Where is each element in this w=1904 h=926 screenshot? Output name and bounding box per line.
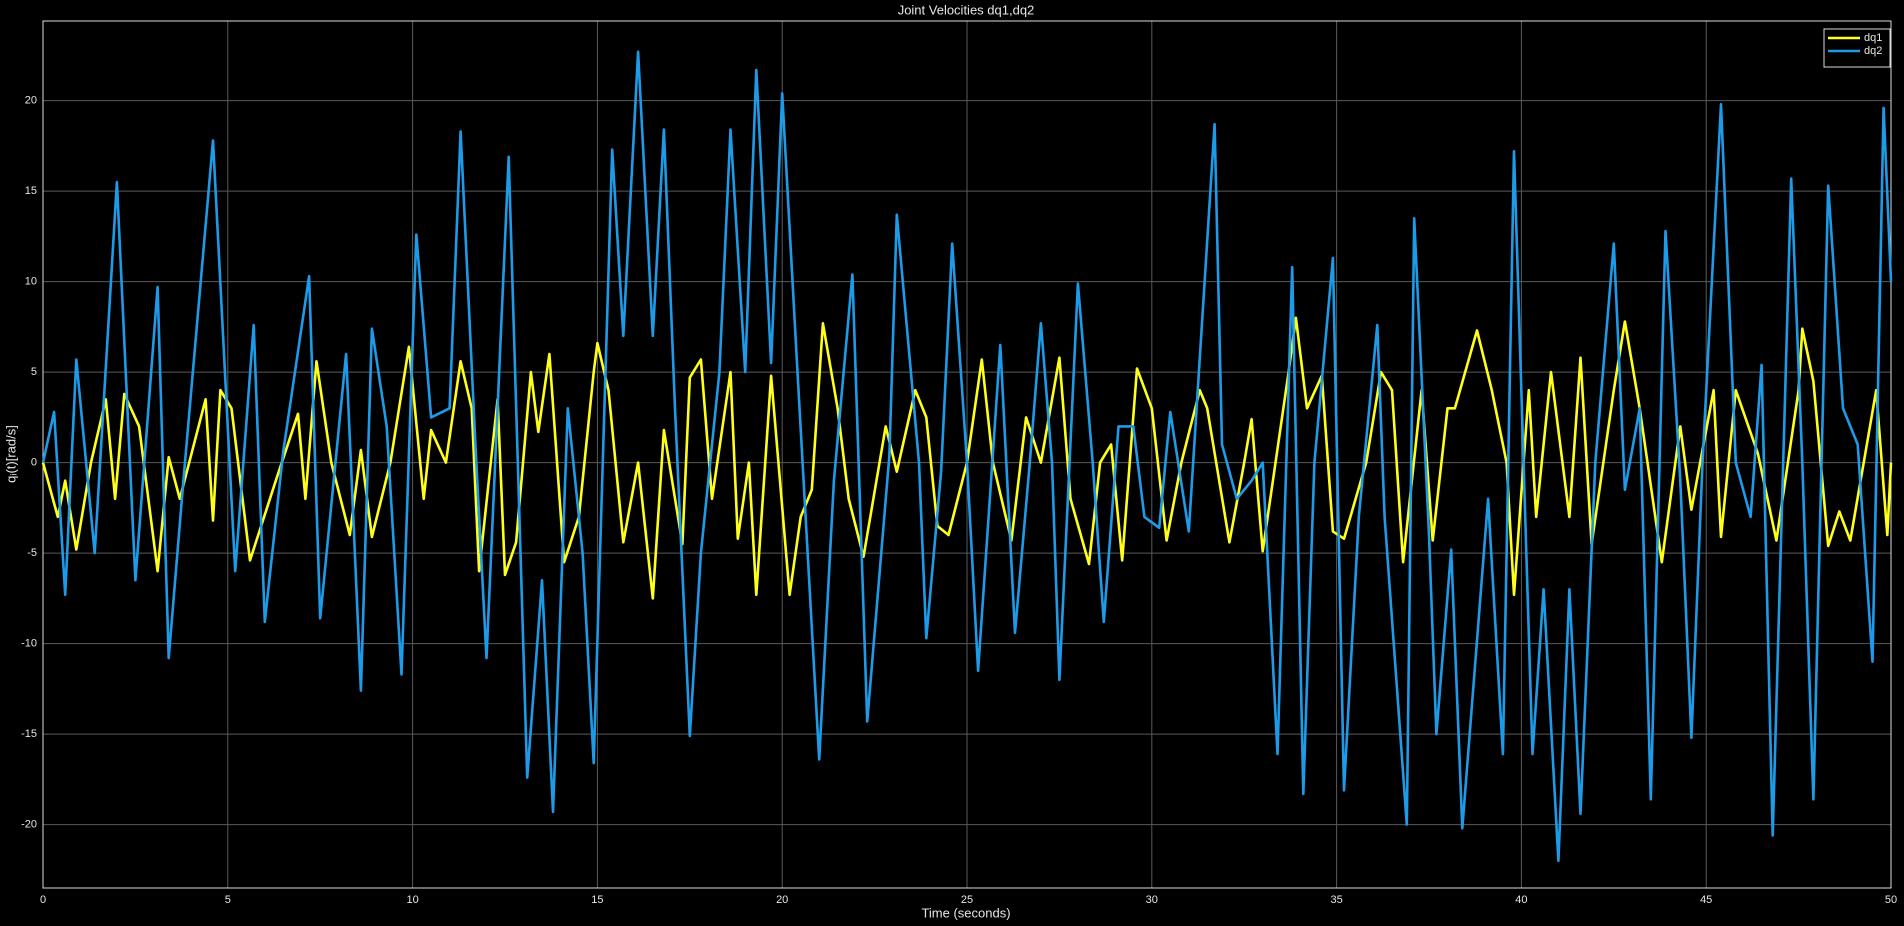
chart-title: Joint Velocities dq1,dq2 [898,2,1035,17]
y-tick-label: 20 [25,95,37,107]
data-line [41,50,1893,863]
x-tick-label: 5 [225,894,231,906]
y-tick-label: -5 [27,547,37,559]
x-tick-label: 0 [40,894,46,906]
y-tick-label: 5 [31,366,37,378]
x-tick-label: 30 [1146,894,1158,906]
x-tick-label: 20 [776,894,788,906]
x-tick-label: 25 [961,894,973,906]
legend-label: dq1 [1864,32,1882,44]
y-tick-label: 0 [31,457,37,469]
legend-box [1823,28,1891,68]
x-tick-label: 15 [591,894,603,906]
y-tick-label: -20 [21,819,37,831]
x-tick-label: 35 [1330,894,1342,906]
y-axis-label: qᵢ(t)[rad/s] [3,425,18,483]
y-tick-label: 15 [25,185,37,197]
x-tick-label: 45 [1700,894,1712,906]
x-axis-label: Time (seconds) [921,905,1010,920]
x-tick-label: 40 [1515,894,1527,906]
plot-border [42,20,1892,889]
legend-label: dq2 [1864,45,1882,57]
x-tick-label: 10 [406,894,418,906]
data-line [41,316,1893,600]
y-tick-label: -15 [21,728,37,740]
y-tick-label: 10 [25,276,37,288]
x-tick-label: 50 [1885,894,1897,906]
y-tick-label: -10 [21,638,37,650]
